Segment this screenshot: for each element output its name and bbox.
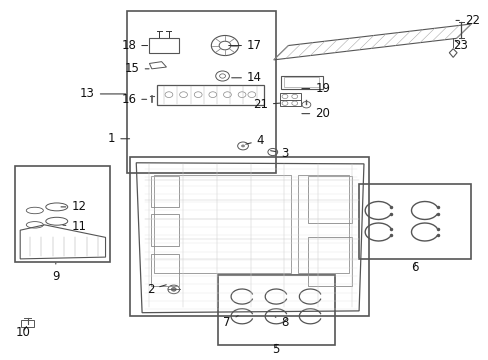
Text: 5: 5 [272, 343, 279, 356]
Bar [358, 184, 470, 259]
Bar [279, 100, 300, 107]
Text: 20: 20 [301, 107, 329, 120]
Bar [151, 253, 178, 286]
Bar [15, 166, 110, 262]
Text: 14: 14 [231, 71, 262, 84]
Bar [307, 176, 351, 223]
Bar [151, 176, 178, 207]
Text: 4: 4 [245, 134, 264, 147]
Bar [157, 85, 264, 105]
Text: 12: 12 [61, 201, 86, 213]
Text: 16: 16 [121, 93, 146, 106]
Text: 2: 2 [146, 283, 166, 296]
Text: 21: 21 [252, 98, 279, 111]
Bar [154, 175, 290, 273]
Circle shape [241, 144, 244, 147]
Bar [281, 76, 322, 89]
Text: 22: 22 [455, 14, 479, 27]
Text: 11: 11 [63, 220, 86, 233]
Text: 10: 10 [15, 326, 30, 339]
Bar [217, 275, 334, 345]
Bar [130, 157, 368, 316]
Text: 6: 6 [410, 261, 418, 274]
Bar [298, 175, 348, 273]
Text: 13: 13 [80, 87, 125, 100]
Text: 19: 19 [301, 82, 329, 95]
Bar [284, 77, 318, 87]
Bar [151, 214, 178, 246]
Bar [279, 93, 300, 100]
Bar [149, 39, 178, 53]
Bar [21, 320, 34, 327]
Bar [127, 12, 276, 173]
Text: 18: 18 [121, 39, 147, 52]
Circle shape [171, 288, 176, 291]
Text: 3: 3 [270, 147, 288, 159]
Text: 23: 23 [452, 39, 467, 52]
Text: 9: 9 [52, 263, 60, 283]
Text: 7: 7 [223, 316, 238, 329]
Text: 1: 1 [107, 132, 129, 145]
Bar [307, 237, 351, 286]
Text: 17: 17 [228, 39, 262, 52]
Text: 8: 8 [275, 316, 288, 329]
Text: 15: 15 [124, 62, 149, 75]
